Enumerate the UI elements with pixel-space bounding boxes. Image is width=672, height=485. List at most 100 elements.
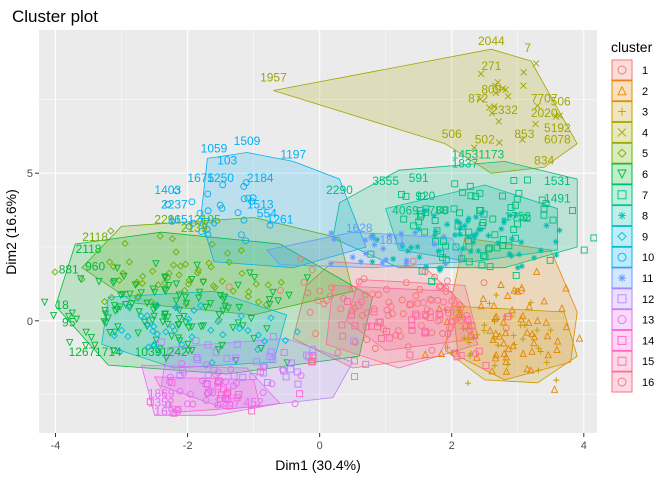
cluster-point-6 bbox=[303, 274, 312, 282]
cluster-point-12 bbox=[179, 366, 186, 374]
cluster-point-7 bbox=[465, 258, 473, 266]
cluster-point-9 bbox=[185, 315, 193, 323]
cluster-point-7 bbox=[546, 256, 554, 264]
cluster-point-2 bbox=[455, 310, 464, 318]
cluster-point-9 bbox=[178, 340, 186, 349]
point-label-11: 1811 bbox=[379, 233, 405, 247]
cluster-point-14 bbox=[146, 398, 154, 406]
cluster-point-3 bbox=[470, 334, 477, 341]
cluster-point-10 bbox=[204, 231, 212, 239]
cluster-hull-4 bbox=[273, 48, 578, 174]
cluster-point-7 bbox=[513, 195, 521, 203]
cluster-point-6 bbox=[113, 305, 122, 314]
cluster-point-8 bbox=[501, 216, 508, 223]
cluster-point-13 bbox=[227, 366, 235, 373]
cluster-point-11 bbox=[431, 241, 438, 248]
legend-symbol-12 bbox=[617, 294, 627, 304]
cluster-point-5 bbox=[175, 271, 183, 279]
cluster-point-5 bbox=[138, 279, 147, 287]
cluster-point-15 bbox=[426, 314, 434, 322]
point-label-4: 7 bbox=[524, 41, 531, 55]
cluster-point-4 bbox=[490, 103, 498, 110]
cluster-point-3 bbox=[491, 335, 498, 342]
cluster-point-10 bbox=[244, 194, 252, 202]
legend-symbol-9 bbox=[617, 231, 627, 242]
cluster-point-1 bbox=[383, 285, 391, 293]
cluster-point-5 bbox=[176, 262, 185, 270]
cluster-point-15 bbox=[354, 301, 362, 309]
legend-key-1 bbox=[611, 59, 633, 81]
cluster-point-4 bbox=[504, 93, 512, 100]
cluster-point-7 bbox=[367, 250, 375, 258]
cluster-point-7 bbox=[568, 207, 576, 214]
cluster-point-6 bbox=[100, 318, 108, 326]
cluster-point-14 bbox=[248, 407, 256, 415]
cluster-point-9 bbox=[168, 322, 177, 331]
cluster-point-9 bbox=[116, 348, 124, 356]
cluster-point-11 bbox=[442, 260, 449, 267]
cluster-point-3 bbox=[535, 345, 542, 352]
cluster-point-10 bbox=[189, 219, 197, 227]
cluster-point-9 bbox=[281, 336, 290, 345]
cluster-point-6 bbox=[152, 260, 160, 268]
cluster-point-6 bbox=[199, 278, 207, 287]
cluster-point-2 bbox=[499, 339, 508, 347]
cluster-point-6 bbox=[164, 313, 172, 322]
legend-symbol-7 bbox=[617, 190, 627, 200]
cluster-point-6 bbox=[152, 303, 160, 312]
legend-title: cluster bbox=[611, 39, 653, 55]
cluster-point-11 bbox=[380, 245, 387, 252]
cluster-point-7 bbox=[484, 245, 492, 253]
cluster-point-5 bbox=[262, 301, 271, 309]
cluster-point-8 bbox=[416, 254, 423, 261]
cluster-point-6 bbox=[82, 342, 90, 350]
cluster-point-4 bbox=[519, 136, 526, 144]
cluster-point-11 bbox=[440, 233, 447, 240]
cluster-point-6 bbox=[218, 341, 226, 350]
cluster-point-3 bbox=[466, 339, 473, 346]
cluster-point-4 bbox=[477, 70, 485, 78]
cluster-point-4 bbox=[520, 82, 527, 90]
cluster-point-10 bbox=[188, 198, 196, 206]
legend-symbol-2 bbox=[617, 85, 627, 96]
cluster-point-1 bbox=[300, 278, 308, 286]
cluster-point-2 bbox=[491, 313, 499, 322]
cluster-point-9 bbox=[153, 330, 161, 338]
cluster-point-7 bbox=[524, 176, 531, 184]
cluster-point-4 bbox=[492, 89, 500, 97]
cluster-point-2 bbox=[508, 305, 516, 314]
cluster-point-2 bbox=[562, 322, 571, 331]
cluster-point-12 bbox=[192, 337, 200, 345]
point-label-10: 776 bbox=[197, 215, 217, 229]
cluster-point-5 bbox=[208, 240, 216, 248]
cluster-point-1 bbox=[225, 283, 233, 291]
cluster-point-8 bbox=[531, 254, 538, 261]
legend-label-13: 13 bbox=[642, 315, 654, 327]
cluster-point-7 bbox=[415, 218, 423, 226]
cluster-point-7 bbox=[466, 182, 474, 190]
cluster-point-15 bbox=[464, 315, 472, 323]
cluster-point-5 bbox=[225, 258, 233, 266]
cluster-point-8 bbox=[457, 231, 464, 238]
cluster-point-9 bbox=[267, 314, 275, 322]
cluster-point-6 bbox=[247, 315, 255, 323]
cluster-point-5 bbox=[277, 278, 285, 286]
cluster-point-6 bbox=[195, 288, 204, 297]
cluster-point-8 bbox=[464, 218, 471, 225]
cluster-hull-1 bbox=[292, 261, 466, 369]
legend-key-14 bbox=[611, 329, 633, 351]
cluster-point-12 bbox=[267, 348, 275, 356]
cluster-point-7 bbox=[486, 263, 494, 271]
cluster-point-6 bbox=[188, 323, 196, 331]
cluster-point-1 bbox=[297, 255, 305, 263]
cluster-point-7 bbox=[428, 278, 436, 285]
cluster-point-13 bbox=[180, 369, 188, 377]
cluster-point-10 bbox=[219, 181, 227, 189]
cluster-hull-9 bbox=[101, 290, 288, 369]
cluster-point-15 bbox=[468, 322, 476, 330]
legend-key-6 bbox=[611, 163, 633, 185]
point-label-5: 2291 bbox=[154, 212, 181, 226]
point-label-4: 506 bbox=[442, 127, 462, 141]
cluster-point-6 bbox=[91, 341, 99, 350]
cluster-point-5 bbox=[181, 286, 189, 295]
